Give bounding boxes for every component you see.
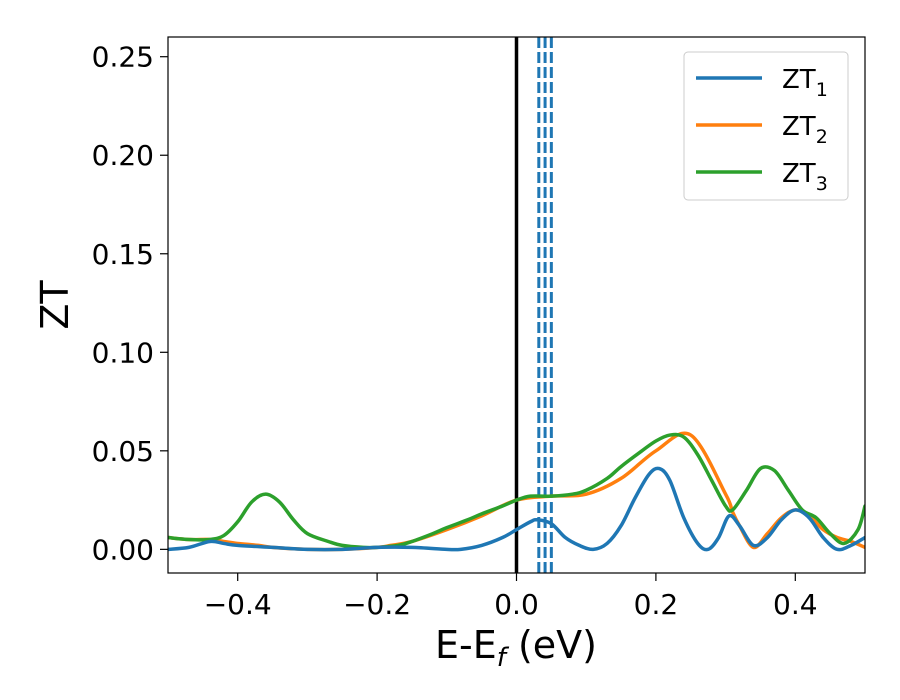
x-tick-label: −0.2 bbox=[343, 588, 411, 621]
x-tick-label: 0.0 bbox=[494, 588, 539, 621]
series-layer bbox=[168, 431, 865, 552]
y-axis-label: ZT bbox=[33, 280, 77, 330]
legend-label-zt1: ZT1 bbox=[782, 65, 828, 101]
y-tick-label: 0.10 bbox=[92, 336, 154, 369]
y-tick-label: 0.05 bbox=[92, 435, 154, 468]
y-tick-label: 0.25 bbox=[92, 41, 154, 74]
legend-box bbox=[683, 51, 849, 201]
vertical-lines bbox=[514, 37, 553, 573]
y-tick-label: 0.00 bbox=[92, 533, 154, 566]
legend: ZT1 ZT2 ZT3 bbox=[683, 51, 849, 201]
y-axis: 0.00 0.05 0.10 0.15 0.20 0.25 bbox=[92, 41, 168, 566]
x-tick-label: −0.4 bbox=[204, 588, 272, 621]
x-axis-label: E-Ef (eV) bbox=[435, 623, 597, 673]
y-tick-label: 0.20 bbox=[92, 139, 154, 172]
legend-items: ZT1 ZT2 ZT3 bbox=[696, 65, 828, 195]
x-tick-label: 0.2 bbox=[634, 588, 679, 621]
series-line-zt3 bbox=[168, 432, 865, 550]
x-axis: −0.4 −0.2 0.0 0.2 0.4 bbox=[204, 573, 818, 621]
legend-label-zt2: ZT2 bbox=[782, 112, 828, 148]
x-tick-label: 0.4 bbox=[773, 588, 818, 621]
series-line-zt1 bbox=[168, 466, 865, 552]
legend-label-zt3: ZT3 bbox=[782, 159, 828, 195]
y-tick-label: 0.15 bbox=[92, 238, 154, 271]
